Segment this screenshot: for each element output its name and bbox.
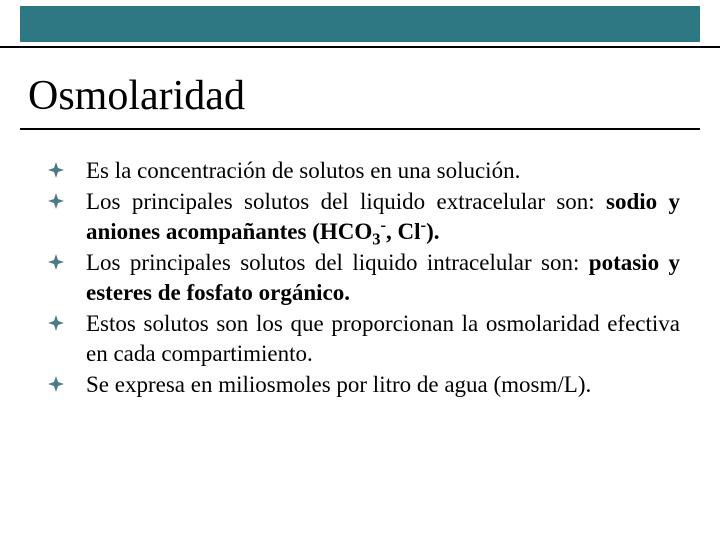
bullet-text: Es la concentración de solutos en una so… [86,158,520,183]
bullet-list: Es la concentración de solutos en una so… [48,156,680,400]
bullet-item: Es la concentración de solutos en una so… [48,156,680,185]
bullet-text: Estos solutos son los que proporcionan l… [86,311,680,365]
page-title: Osmolaridad [28,72,245,120]
slide: Osmolaridad Es la concentración de solut… [0,0,720,540]
bullet-text: Se expresa en miliosmoles por litro de a… [86,372,591,397]
diamond-bullet-icon [48,254,64,270]
content-area: Es la concentración de solutos en una so… [48,156,680,402]
bullet-text: Los principales solutos del liquido intr… [86,250,680,304]
diamond-bullet-icon [48,376,64,392]
bullet-text: Los principales solutos del liquido extr… [86,189,680,243]
diamond-bullet-icon [48,315,64,331]
top-bar [0,0,720,48]
top-bar-inner [20,6,700,42]
bullet-item: Se expresa en miliosmoles por litro de a… [48,370,680,399]
bullet-item: Estos solutos son los que proporcionan l… [48,309,680,368]
bullet-item: Los principales solutos del liquido extr… [48,187,680,246]
bullet-item: Los principales solutos del liquido intr… [48,248,680,307]
diamond-bullet-icon [48,162,64,178]
title-underline [20,128,700,130]
diamond-bullet-icon [48,193,64,209]
